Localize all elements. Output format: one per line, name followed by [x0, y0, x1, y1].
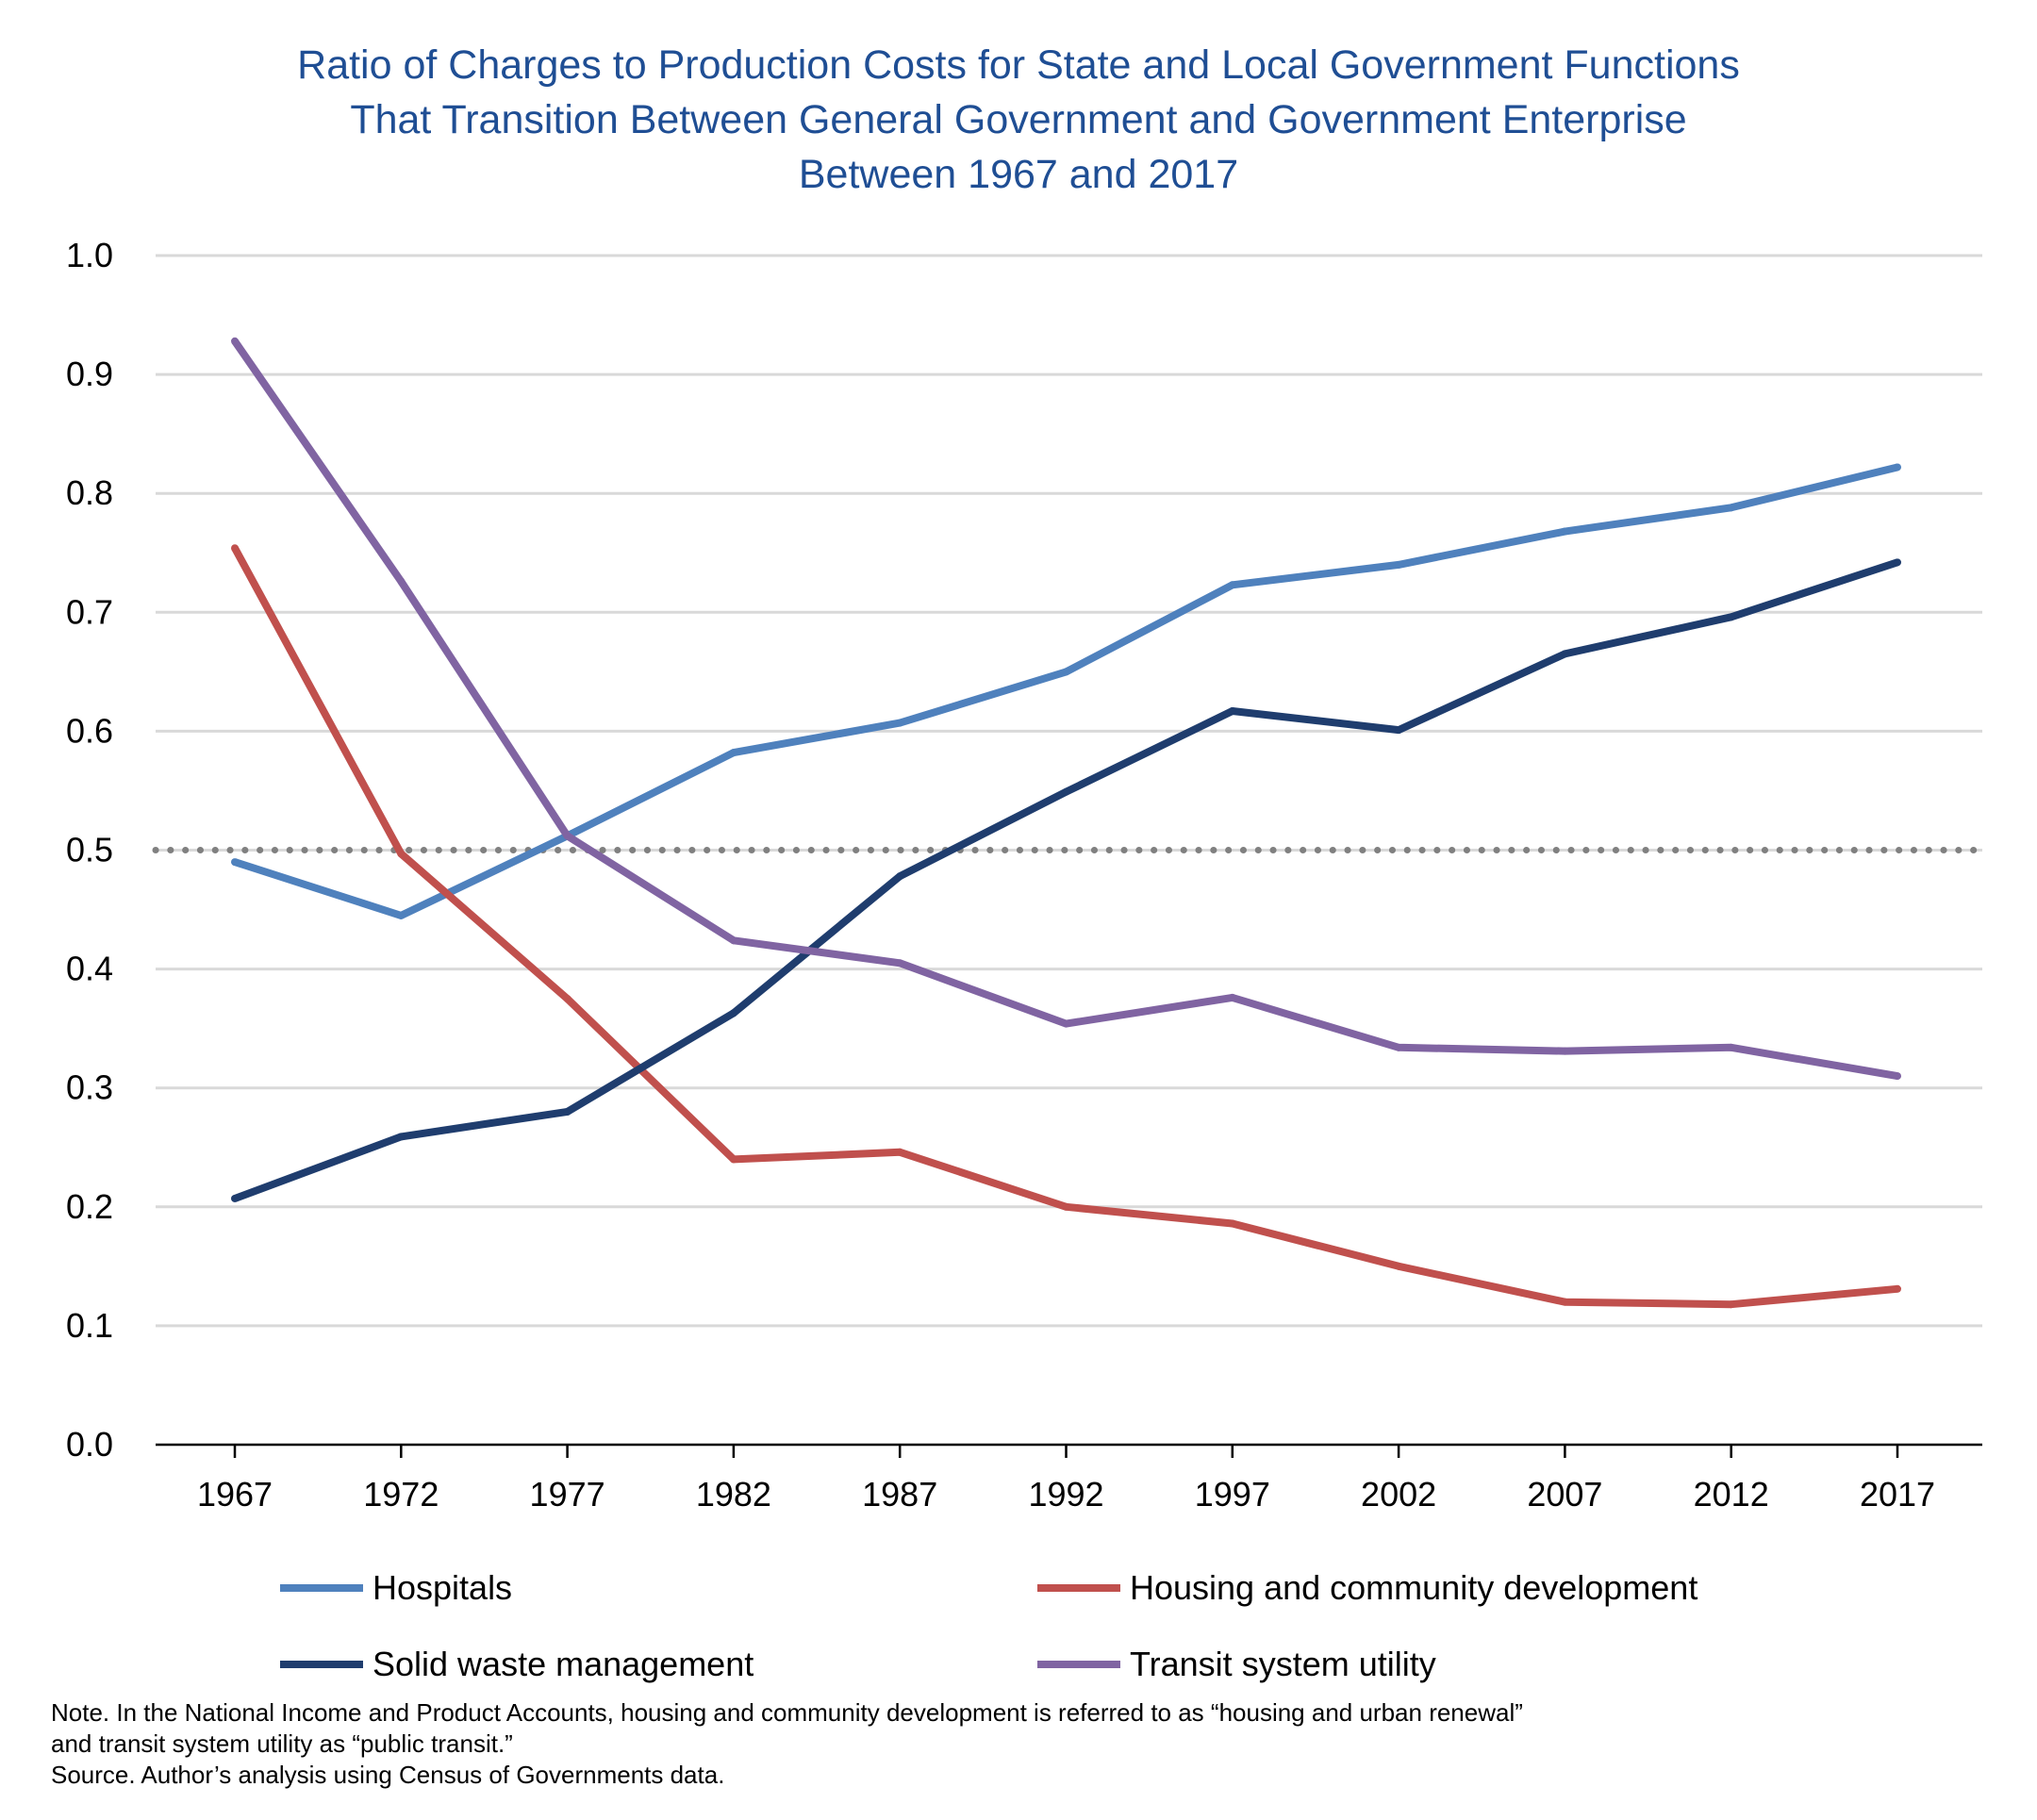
x-tick-label: 2007 [1527, 1475, 1602, 1514]
x-tick-label: 1977 [530, 1475, 605, 1514]
data-point-solid-waste [1894, 558, 1901, 567]
legend-label-transit: Transit system utility [1130, 1645, 1436, 1683]
y-tick-label: 0.4 [66, 950, 113, 988]
data-point-solid-waste [896, 872, 904, 881]
data-point-transit [1561, 1047, 1569, 1055]
data-point-solid-waste [1228, 706, 1236, 715]
y-tick-label: 0.3 [66, 1068, 113, 1107]
data-point-housing [1395, 1262, 1403, 1270]
data-point-hospitals [1395, 560, 1403, 569]
data-point-transit [1894, 1072, 1901, 1081]
data-point-housing [563, 995, 571, 1003]
legend-label-hospitals: Hospitals [373, 1568, 512, 1607]
chart-title-line-2: That Transition Between General Governme… [350, 97, 1687, 142]
data-point-solid-waste [397, 1133, 406, 1141]
y-tick-label: 0.2 [66, 1187, 113, 1226]
data-point-hospitals [1561, 527, 1569, 536]
x-tick-label: 1987 [862, 1475, 937, 1514]
x-tick-label: 1967 [197, 1475, 273, 1514]
data-point-hospitals [729, 749, 737, 757]
legend-label-solid-waste: Solid waste management [373, 1645, 754, 1683]
y-tick-label: 0.5 [66, 831, 113, 869]
chart-title-line-3: Between 1967 and 2017 [798, 152, 1239, 197]
data-point-transit [729, 936, 737, 945]
x-tick-label: 2002 [1361, 1475, 1436, 1514]
series-line-transit [231, 339, 1898, 1081]
data-point-solid-waste [1561, 650, 1569, 658]
chart-title: Ratio of Charges to Production Costs for… [0, 38, 2037, 202]
data-point-transit [1228, 993, 1236, 1001]
data-point-housing [1894, 1284, 1901, 1293]
chart-note: Note. In the National Income and Product… [51, 1697, 2012, 1791]
data-point-hospitals [1894, 463, 1901, 472]
data-point-hospitals [896, 719, 904, 727]
data-point-housing [729, 1155, 737, 1164]
data-point-solid-waste [231, 1194, 239, 1202]
x-tick-label: 1997 [1195, 1475, 1270, 1514]
data-point-hospitals [1727, 504, 1735, 512]
data-point-housing [896, 1148, 904, 1156]
data-point-hospitals [397, 911, 406, 919]
series-line-solid-waste [233, 558, 1899, 1202]
x-tick-label: 1992 [1028, 1475, 1103, 1514]
source-line: Source. Author’s analysis using Census o… [51, 1761, 725, 1789]
data-point-transit [1062, 1019, 1070, 1028]
y-tick-label: 1.0 [66, 236, 113, 274]
chart-title-line-1: Ratio of Charges to Production Costs for… [297, 42, 1740, 88]
data-point-solid-waste [1062, 787, 1070, 796]
data-point-hospitals [231, 858, 239, 867]
data-point-transit [1395, 1043, 1403, 1051]
x-tick-label: 1982 [696, 1475, 771, 1514]
data-point-hospitals [1062, 668, 1070, 676]
legend-label-housing: Housing and community development [1130, 1568, 1698, 1607]
note-line-2: and transit system utility as “public tr… [51, 1729, 513, 1758]
data-point-housing [1228, 1219, 1236, 1228]
series-line-housing [231, 546, 1898, 1309]
data-point-housing [231, 544, 239, 553]
y-tick-label: 0.8 [66, 473, 113, 512]
data-point-transit [896, 959, 904, 968]
note-line-1: Note. In the National Income and Product… [51, 1698, 1523, 1727]
data-point-housing [1062, 1202, 1070, 1211]
x-tick-label: 1972 [363, 1475, 439, 1514]
data-point-housing [1561, 1298, 1569, 1306]
data-point-transit [397, 577, 406, 586]
y-tick-label: 0.7 [66, 592, 113, 631]
data-point-solid-waste [563, 1107, 571, 1116]
x-tick-label: 2017 [1860, 1475, 1935, 1514]
data-point-housing [397, 850, 406, 858]
y-tick-label: 0.1 [66, 1306, 113, 1345]
data-point-solid-waste [1395, 726, 1403, 735]
y-tick-label: 0.9 [66, 355, 113, 393]
data-point-transit [231, 337, 239, 345]
y-tick-label: 0.6 [66, 711, 113, 750]
data-point-solid-waste [729, 1009, 737, 1018]
y-tick-label: 0.0 [66, 1425, 113, 1464]
data-point-transit [563, 832, 571, 840]
data-point-hospitals [1228, 581, 1236, 589]
data-point-solid-waste [1727, 613, 1735, 621]
x-tick-label: 2012 [1694, 1475, 1769, 1514]
data-point-transit [1727, 1043, 1735, 1051]
data-point-housing [1727, 1300, 1735, 1309]
